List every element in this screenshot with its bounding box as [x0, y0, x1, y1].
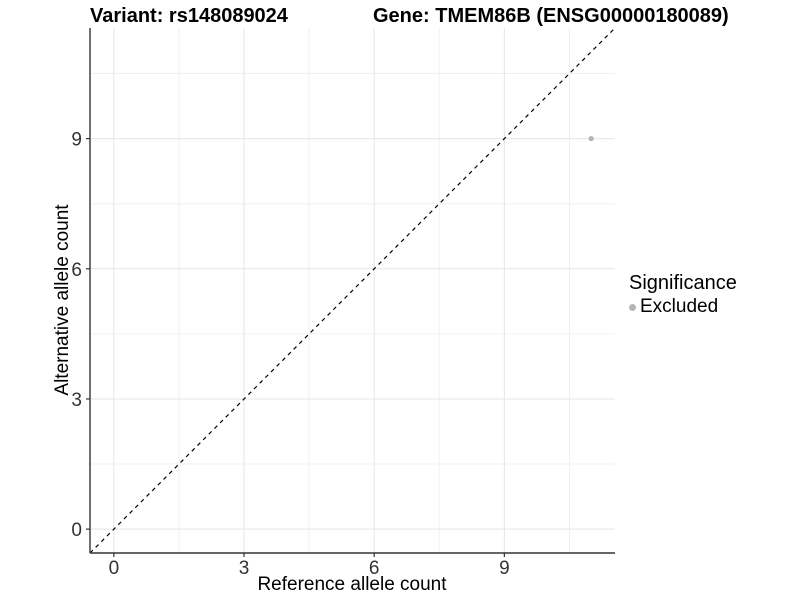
legend-title: Significance — [629, 272, 737, 294]
y-tick-label: 0 — [71, 520, 82, 541]
x-tick-label: 0 — [109, 558, 120, 579]
y-tick-label: 6 — [71, 260, 82, 281]
gene-title: Gene: TMEM86B (ENSG00000180089) — [373, 5, 729, 27]
legend-item-label: Excluded — [640, 296, 719, 317]
legend-dot-excluded-icon — [629, 303, 636, 311]
variant-title: Variant: rs148089024 — [90, 5, 288, 27]
x-axis-title: Reference allele count — [257, 574, 447, 595]
y-tick-label: 3 — [71, 390, 82, 411]
data-point — [588, 136, 594, 142]
x-tick-label: 9 — [499, 558, 510, 579]
legend-item-excluded: Excluded — [629, 296, 737, 318]
x-tick-label: 3 — [239, 558, 250, 579]
legend: Significance Excluded — [629, 272, 737, 318]
y-tick-label: 9 — [71, 130, 82, 151]
identity-reference-line — [89, 27, 616, 554]
x-tick-label: 6 — [369, 558, 380, 579]
y-axis-title: Alternative allele count — [52, 204, 73, 396]
